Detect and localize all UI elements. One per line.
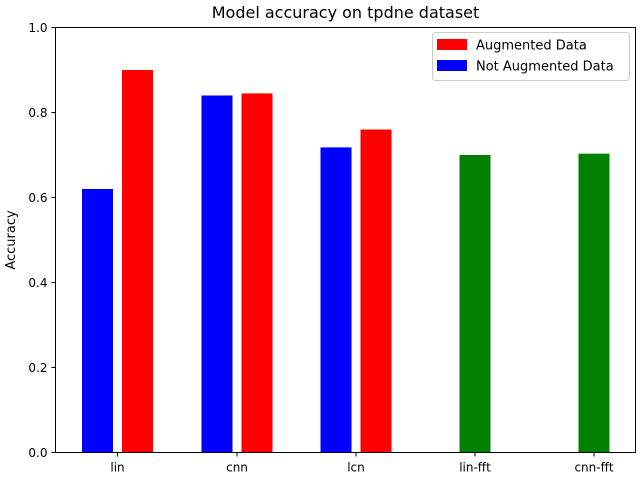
x-tick-label: cnn bbox=[226, 461, 248, 475]
bar-lin-series-0 bbox=[82, 189, 113, 453]
y-tick-label: 0.0 bbox=[28, 446, 47, 460]
y-tick-label: 0.4 bbox=[28, 276, 47, 290]
legend-box bbox=[432, 32, 630, 81]
legend-label: Augmented Data bbox=[476, 39, 587, 54]
bar-lcn-series-0 bbox=[320, 147, 352, 453]
bars-layer bbox=[82, 70, 610, 453]
y-tick-label: 1.0 bbox=[28, 21, 47, 35]
bar-lin-fft-series-2 bbox=[459, 155, 491, 453]
legend-swatch bbox=[437, 60, 467, 71]
x-axis-ticks: lin cnn lcn lin-fft cnn-fft bbox=[110, 452, 614, 475]
y-tick-label: 0.6 bbox=[28, 191, 47, 205]
bar-cnn-series-1 bbox=[241, 93, 273, 453]
chart-title: Model accuracy on tpdne dataset bbox=[212, 3, 480, 22]
y-tick-label: 0.2 bbox=[28, 361, 47, 375]
legend: Augmented Data Not Augmented Data bbox=[432, 32, 630, 81]
x-tick-label: lin bbox=[110, 461, 124, 475]
bar-cnn-fft-series-2 bbox=[578, 153, 610, 453]
x-tick-label: lcn bbox=[347, 461, 365, 475]
x-tick-label: lin-fft bbox=[459, 461, 491, 475]
bar-cnn-series-0 bbox=[201, 95, 233, 453]
bar-lin-series-1 bbox=[122, 70, 153, 453]
x-tick-label: cnn-fft bbox=[574, 461, 613, 475]
y-axis-ticks: 0.0 0.2 0.4 0.6 0.8 1.0 bbox=[28, 21, 56, 460]
legend-swatch bbox=[437, 39, 467, 50]
bar-lcn-series-1 bbox=[360, 129, 392, 453]
y-axis-label: Accuracy bbox=[4, 210, 19, 270]
legend-label: Not Augmented Data bbox=[476, 60, 614, 75]
y-tick-label: 0.8 bbox=[28, 106, 47, 120]
plot-frame bbox=[55, 27, 636, 453]
